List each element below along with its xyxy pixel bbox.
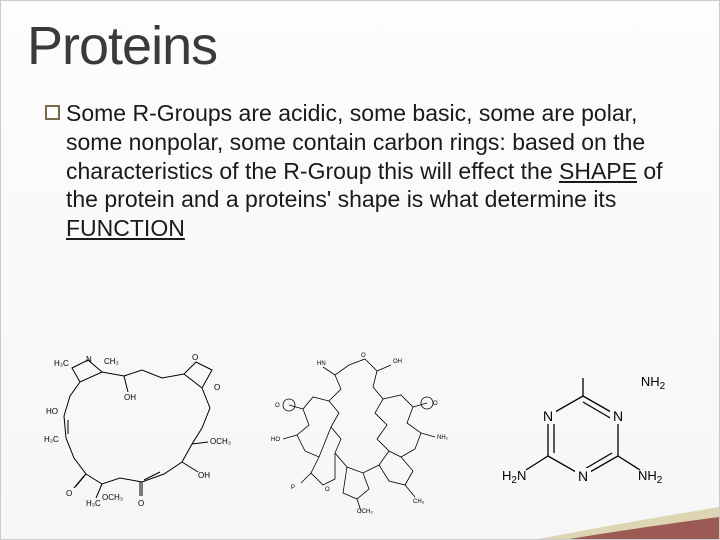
bullet-square-icon [45, 105, 60, 120]
svg-text:OCH₃: OCH₃ [357, 509, 373, 515]
svg-text:NH2: NH2 [638, 468, 663, 486]
molecule-triazine: NH2 N N N H2N NH2 [488, 366, 678, 506]
svg-text:OH: OH [393, 359, 402, 365]
svg-text:H2N: H2N [502, 468, 526, 486]
svg-text:CH₃: CH₃ [413, 499, 425, 505]
slide-title: Proteins [1, 1, 719, 77]
molecules-row: H₃C N CH₃ OH O O OCH₃ OH HO H₃C H₃C O O … [1, 351, 719, 521]
svg-text:O: O [361, 353, 366, 359]
body-area: Some R-Groups are acidic, some basic, so… [1, 77, 719, 243]
svg-text:H₃C: H₃C [44, 435, 59, 444]
svg-text:CH₃: CH₃ [104, 357, 119, 366]
molecule-macrocycle: H₃C N CH₃ OH O O OCH₃ OH HO H₃C H₃C O O … [42, 354, 242, 519]
svg-text:OH: OH [198, 471, 210, 480]
shape-word: SHAPE [559, 158, 637, 184]
svg-text:H₃C: H₃C [54, 359, 69, 368]
svg-text:HO: HO [271, 437, 280, 443]
svg-text:O: O [275, 403, 280, 409]
svg-text:O: O [325, 487, 330, 493]
function-word: FUNCTION [66, 215, 185, 241]
svg-text:N: N [86, 355, 92, 364]
svg-text:P: P [291, 485, 295, 491]
svg-text:NH2: NH2 [640, 374, 665, 392]
svg-text:HN: HN [317, 361, 326, 367]
svg-text:O: O [66, 489, 72, 498]
bullet-row: Some R-Groups are acidic, some basic, so… [45, 99, 679, 243]
svg-text:O: O [138, 499, 144, 508]
svg-text:NH₂: NH₂ [437, 435, 449, 441]
svg-text:O: O [192, 354, 198, 362]
svg-text:HO: HO [46, 407, 58, 416]
svg-text:OCH₃: OCH₃ [102, 493, 123, 502]
body-text: Some R-Groups are acidic, some basic, so… [66, 99, 679, 243]
svg-text:N: N [578, 468, 588, 484]
svg-text:O: O [214, 383, 220, 392]
svg-text:OCH₃: OCH₃ [210, 437, 231, 446]
svg-text:N: N [543, 408, 553, 424]
svg-text:OH: OH [124, 393, 136, 402]
svg-text:H₃C: H₃C [86, 499, 101, 508]
molecule-complex: O OH HN O O NH₂ HO OCH₃ CH₃ P O [265, 351, 465, 521]
svg-text:O: O [433, 401, 438, 407]
corner-decoration [539, 499, 719, 539]
